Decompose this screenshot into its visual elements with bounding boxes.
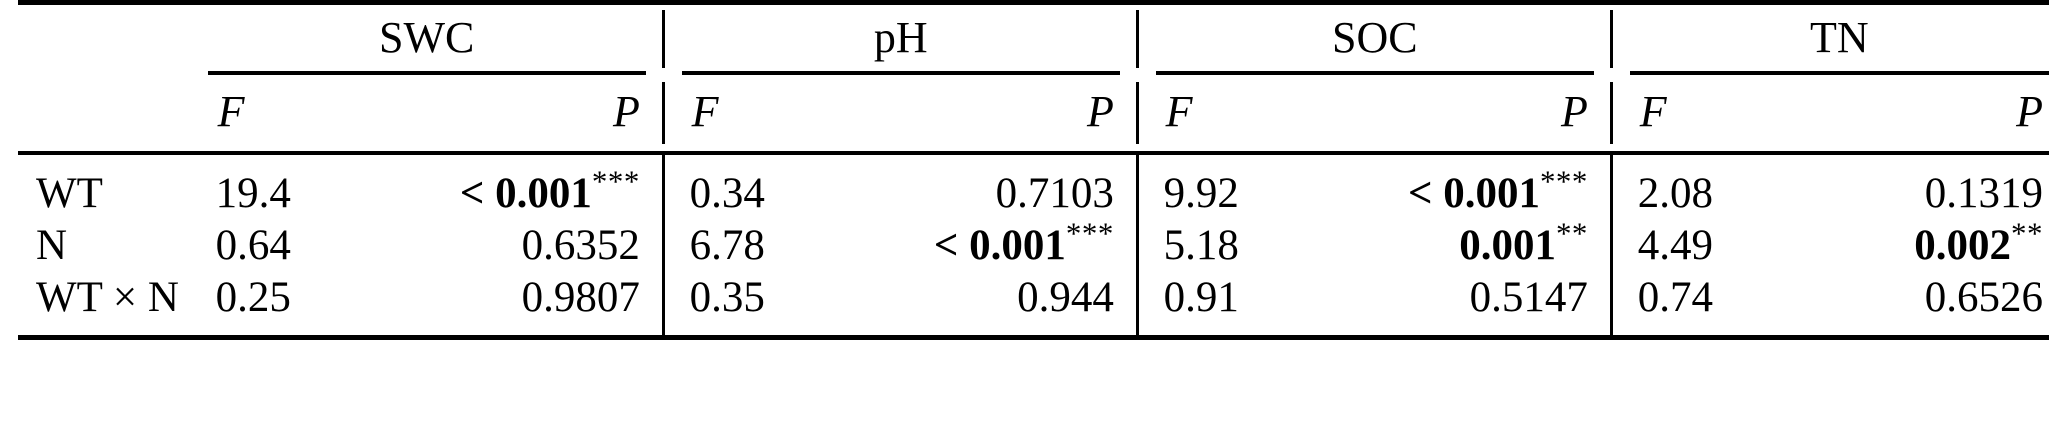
- top-rule: [18, 0, 2049, 7]
- cell-wtxn-ph-p: 0.944: [838, 273, 1120, 338]
- cell-wt-tn-p: 0.1319: [1786, 155, 2049, 217]
- separator-bar: [1136, 82, 1140, 144]
- separator-bar: [1610, 273, 1614, 335]
- table-row: WT 19.4 < 0.001*** 0.34 0.7103 9.92 < 0.…: [18, 155, 2049, 217]
- p-value: < 0.001: [459, 169, 592, 217]
- separator-bar: [1610, 217, 1614, 273]
- group-header-tn: TN: [1810, 13, 1869, 62]
- group-header-soc: SOC: [1331, 13, 1418, 62]
- separator-bar: [662, 273, 666, 335]
- row-separator-1: [646, 273, 682, 338]
- subheader-separator-3: [1594, 75, 1630, 153]
- group-header-swc: SWC: [379, 13, 475, 62]
- cell-n-soc-p: 0.001**: [1312, 217, 1594, 273]
- row-separator-2: [1120, 217, 1156, 273]
- cell-n-tn-p: 0.002**: [1786, 217, 2049, 273]
- p-value: 0.6352: [521, 221, 640, 269]
- bottom-rule: [18, 335, 2049, 342]
- significance-stars: **: [2011, 215, 2043, 251]
- cell-wtxn-soc-f: 0.91: [1163, 273, 1239, 321]
- row-separator-3: [1594, 217, 1630, 273]
- separator-bar: [1136, 155, 1140, 217]
- cell-n-tn-f: 4.49: [1637, 221, 1713, 269]
- row-label-n: N: [36, 221, 68, 269]
- cell-wtxn-soc-p: 0.5147: [1312, 273, 1594, 338]
- cell-wt-soc-p: < 0.001***: [1312, 155, 1594, 217]
- row-label-wt-x-n: WT × N: [36, 273, 179, 321]
- separator-bar: [1610, 82, 1614, 144]
- cell-n-swc-p: 0.6352: [364, 217, 646, 273]
- cell-wt-ph-p: 0.7103: [838, 155, 1120, 217]
- subheader-row-label: [18, 75, 208, 153]
- row-separator-2: [1120, 273, 1156, 338]
- subheader-separator-1: [646, 75, 682, 153]
- cell-wt-swc-f: 19.4: [215, 169, 291, 217]
- significance-stars: ***: [591, 163, 640, 199]
- row-separator-2: [1120, 155, 1156, 217]
- separator-bar: [1610, 10, 1614, 68]
- row-label-wt: WT: [36, 169, 103, 217]
- p-value: 0.944: [1017, 273, 1114, 321]
- table-row: N 0.64 0.6352 6.78 < 0.001*** 5.18 0.001…: [18, 217, 2049, 273]
- cell-wtxn-swc-f: 0.25: [215, 273, 291, 321]
- p-value: < 0.001: [1407, 169, 1540, 217]
- separator-bar: [662, 155, 666, 217]
- separator-bar: [1136, 273, 1140, 335]
- subheader-tn-f: F: [1639, 87, 1667, 136]
- cell-n-soc-f: 5.18: [1163, 221, 1239, 269]
- separator-bar: [662, 217, 666, 273]
- cell-wtxn-ph-f: 0.35: [689, 273, 765, 321]
- significance-stars: **: [1555, 215, 1588, 251]
- group-header-row: SWC pH SOC TN: [18, 5, 2049, 73]
- significance-stars: ***: [1065, 215, 1114, 251]
- p-value: 0.6526: [1924, 273, 2043, 321]
- group-separator-1: [646, 5, 682, 73]
- p-value: 0.9807: [521, 273, 640, 321]
- cell-wt-ph-f: 0.34: [689, 169, 765, 217]
- p-value: 0.7103: [995, 169, 1114, 217]
- separator-bar: [662, 10, 666, 68]
- row-separator-1: [646, 217, 682, 273]
- p-value: 0.001: [1459, 221, 1556, 269]
- separator-bar: [1136, 10, 1140, 68]
- cell-n-swc-f: 0.64: [215, 221, 291, 269]
- separator-bar: [1610, 155, 1614, 217]
- p-value: 0.5147: [1469, 273, 1588, 321]
- subheader-swc-p: P: [612, 87, 640, 136]
- cell-wt-tn-f: 2.08: [1637, 169, 1713, 217]
- subheader-ph-p: P: [1086, 87, 1114, 136]
- table-row: WT × N 0.25 0.9807 0.35 0.944 0.91 0.514…: [18, 273, 2049, 338]
- cell-wtxn-swc-p: 0.9807: [364, 273, 646, 338]
- separator-bar: [662, 82, 666, 144]
- row-separator-3: [1594, 155, 1630, 217]
- p-value: < 0.001: [933, 221, 1066, 269]
- cell-wtxn-tn-f: 0.74: [1637, 273, 1713, 321]
- row-label-header: [18, 5, 208, 73]
- cell-wtxn-tn-p: 0.6526: [1786, 273, 2049, 338]
- subheader-soc-f: F: [1165, 87, 1193, 136]
- group-header-ph: pH: [873, 13, 928, 62]
- row-separator-3: [1594, 273, 1630, 338]
- subheader-soc-p: P: [1561, 87, 1588, 136]
- subheader-tn-p: P: [2016, 87, 2043, 136]
- significance-stars: ***: [1539, 163, 1588, 199]
- p-value: 0.002: [1914, 221, 2012, 269]
- cell-wt-swc-p: < 0.001***: [364, 155, 646, 217]
- cell-wt-soc-f: 9.92: [1163, 169, 1239, 217]
- cell-n-ph-f: 6.78: [689, 221, 765, 269]
- p-value: 0.1319: [1924, 169, 2043, 217]
- anova-table: SWC pH SOC TN: [18, 0, 2049, 342]
- subheader-swc-f: F: [217, 87, 245, 136]
- separator-bar: [1136, 217, 1140, 273]
- group-separator-2: [1120, 5, 1156, 73]
- cell-n-ph-p: < 0.001***: [838, 217, 1120, 273]
- row-separator-1: [646, 155, 682, 217]
- subheader-row: F P F P F P F P: [18, 75, 2049, 153]
- group-separator-3: [1594, 5, 1630, 73]
- subheader-ph-f: F: [691, 87, 719, 136]
- subheader-separator-2: [1120, 75, 1156, 153]
